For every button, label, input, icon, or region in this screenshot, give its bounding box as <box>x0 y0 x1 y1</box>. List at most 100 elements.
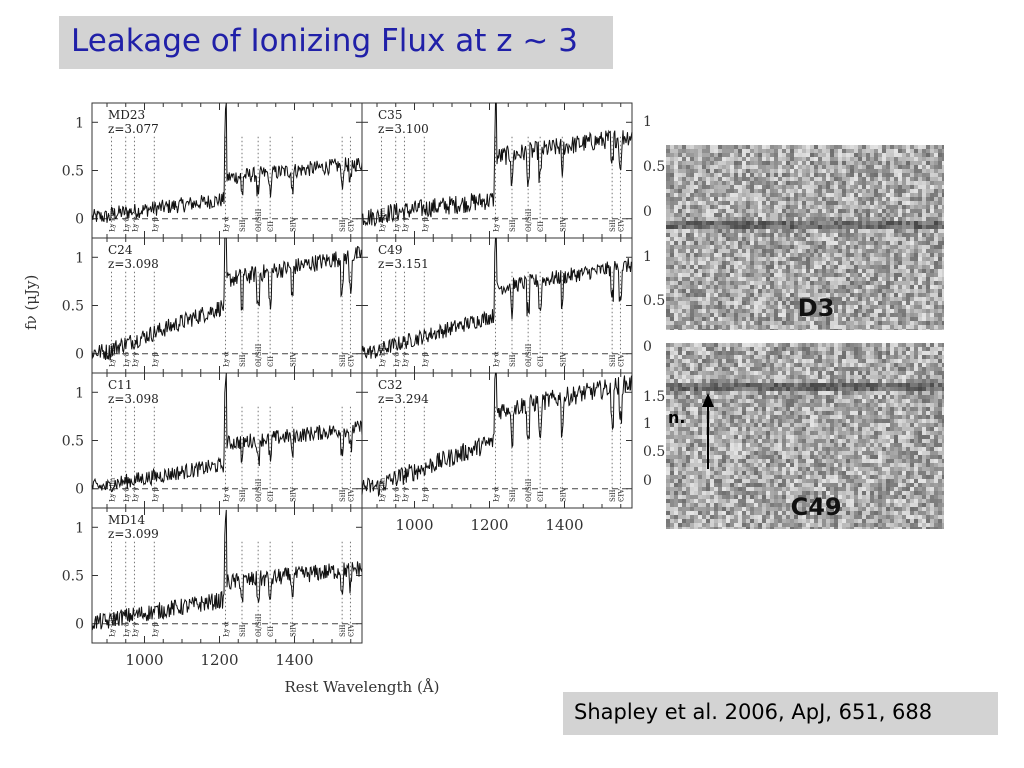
noise-pixel <box>870 145 874 149</box>
noise-pixel <box>914 197 918 201</box>
noise-pixel <box>930 169 934 173</box>
noise-pixel <box>818 395 822 399</box>
noise-pixel <box>942 245 944 249</box>
noise-pixel <box>674 281 678 285</box>
noise-pixel <box>846 387 850 391</box>
noise-pixel <box>938 289 942 293</box>
noise-pixel <box>830 383 834 387</box>
noise-pixel <box>666 355 670 359</box>
noise-pixel <box>930 197 934 201</box>
noise-pixel <box>922 237 926 241</box>
noise-pixel <box>686 257 690 261</box>
noise-pixel <box>774 367 778 371</box>
noise-pixel <box>918 343 922 347</box>
noise-pixel <box>858 253 862 257</box>
noise-pixel <box>682 351 686 355</box>
noise-pixel <box>910 305 914 309</box>
noise-pixel <box>718 149 722 153</box>
noise-pixel <box>902 261 906 265</box>
line-label: Ly α <box>493 216 501 232</box>
noise-pixel <box>714 269 718 273</box>
noise-pixel <box>766 355 770 359</box>
noise-pixel <box>754 359 758 363</box>
noise-pixel <box>742 257 746 261</box>
noise-pixel <box>762 245 766 249</box>
noise-pixel <box>934 217 938 221</box>
noise-pixel <box>822 273 826 277</box>
noise-pixel <box>902 197 906 201</box>
noise-pixel <box>778 317 782 321</box>
noise-pixel <box>838 301 842 305</box>
noise-pixel <box>698 153 702 157</box>
noise-pixel <box>798 157 802 161</box>
noise-pixel <box>902 317 906 321</box>
noise-pixel <box>930 313 934 317</box>
noise-pixel <box>758 387 762 391</box>
noise-pixel <box>846 209 850 213</box>
noise-pixel <box>838 149 842 153</box>
noise-pixel <box>666 209 670 213</box>
noise-pixel <box>882 269 886 273</box>
noise-pixel <box>770 181 774 185</box>
noise-pixel <box>710 347 714 351</box>
noise-pixel <box>722 407 726 411</box>
noise-pixel <box>834 403 838 407</box>
noise-pixel <box>894 375 898 379</box>
noise-pixel <box>810 297 814 301</box>
noise-pixel <box>870 329 874 330</box>
noise-pixel <box>806 387 810 391</box>
noise-pixel <box>750 185 754 189</box>
noise-pixel <box>826 161 830 165</box>
noise-pixel <box>874 305 878 309</box>
noise-pixel <box>902 269 906 273</box>
noise-pixel <box>858 371 862 375</box>
noise-pixel <box>910 145 914 149</box>
noise-pixel <box>754 197 758 201</box>
noise-pixel <box>754 233 758 237</box>
noise-pixel <box>838 173 842 177</box>
noise-pixel <box>770 257 774 261</box>
noise-pixel <box>938 391 942 395</box>
noise-pixel <box>786 383 790 387</box>
noise-pixel <box>866 197 870 201</box>
spectrum-c49 <box>361 237 633 359</box>
noise-pixel <box>878 261 882 265</box>
noise-pixel <box>802 351 806 355</box>
noise-pixel <box>898 249 902 253</box>
noise-pixel <box>870 229 874 233</box>
noise-pixel <box>942 169 944 173</box>
noise-pixel <box>790 161 794 165</box>
noise-pixel <box>874 233 878 237</box>
noise-pixel <box>914 225 918 229</box>
noise-pixel <box>902 217 906 221</box>
noise-pixel <box>918 399 922 403</box>
noise-pixel <box>698 265 702 269</box>
noise-pixel <box>826 269 830 273</box>
noise-pixel <box>774 265 778 269</box>
noise-pixel <box>762 265 766 269</box>
noise-pixel <box>790 213 794 217</box>
noise-pixel <box>858 265 862 269</box>
noise-pixel <box>678 189 682 193</box>
noise-pixel <box>670 351 674 355</box>
noise-pixel <box>742 145 746 149</box>
noise-pixel <box>718 145 722 149</box>
noise-pixel <box>718 217 722 221</box>
noise-pixel <box>818 153 822 157</box>
noise-pixel <box>854 351 858 355</box>
noise-pixel <box>878 363 882 367</box>
noise-pixel <box>774 297 778 301</box>
noise-pixel <box>670 217 674 221</box>
noise-pixel <box>870 407 874 411</box>
noise-pixel <box>822 375 826 379</box>
noise-pixel <box>850 181 854 185</box>
noise-pixel <box>814 221 818 225</box>
line-label: CII <box>267 221 275 232</box>
noise-pixel <box>934 367 938 371</box>
noise-pixel <box>886 165 890 169</box>
noise-pixel <box>870 281 874 285</box>
noise-pixel <box>670 177 674 181</box>
noise-pixel <box>746 395 750 399</box>
noise-pixel <box>766 277 770 281</box>
noise-pixel <box>918 317 922 321</box>
